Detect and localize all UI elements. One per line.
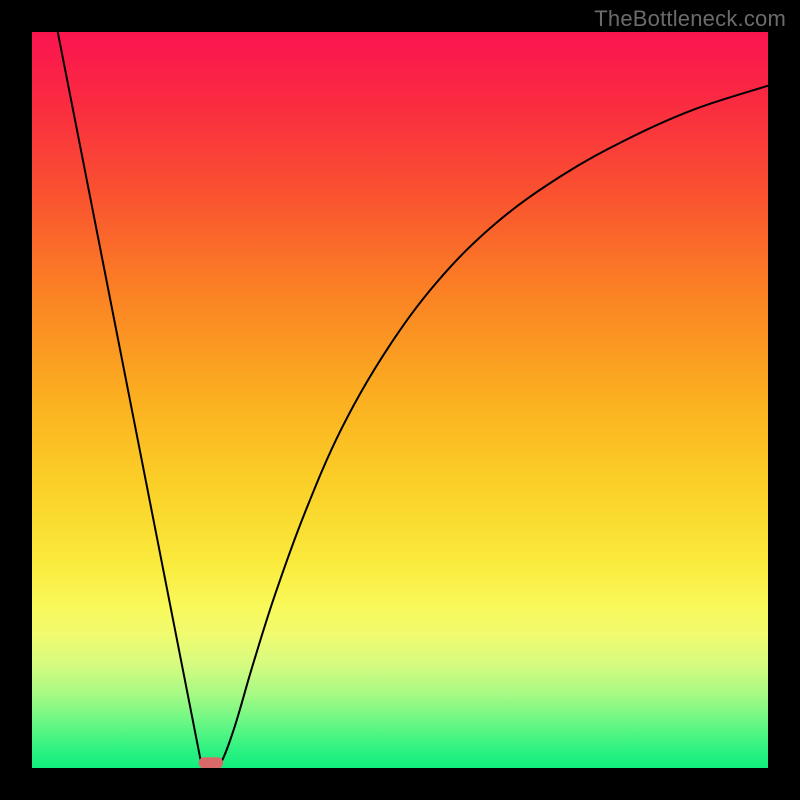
plot-svg (32, 32, 768, 768)
plot-area (32, 32, 768, 768)
min-marker (199, 758, 223, 768)
watermark-text: TheBottleneck.com (594, 6, 786, 32)
gradient-background (32, 32, 768, 768)
figure-frame: TheBottleneck.com (0, 0, 800, 800)
